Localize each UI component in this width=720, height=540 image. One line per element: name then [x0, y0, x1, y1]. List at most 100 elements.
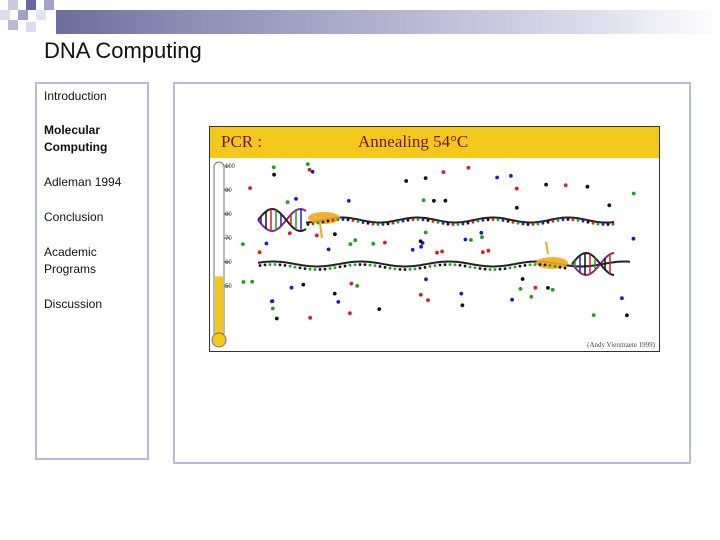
base-tick: [501, 218, 505, 222]
base-tick: [458, 263, 462, 267]
base-tick: [393, 267, 397, 271]
nucleotide-dot: [410, 247, 415, 252]
nav-item-molecular-computing[interactable]: Molecular Computing: [44, 123, 108, 154]
thermometer-bulb: [211, 332, 227, 348]
nucleotide-dot: [314, 233, 319, 238]
nucleotide-dot: [326, 247, 331, 252]
base-tick: [601, 223, 605, 226]
template-strand: [257, 260, 631, 268]
base-tick: [498, 267, 502, 271]
base-tick: [358, 263, 362, 266]
base-tick: [406, 218, 410, 222]
nucleotide-dot: [349, 281, 354, 286]
base-tick: [551, 219, 555, 223]
figure-banner: PCR : Annealing 54°C: [210, 127, 659, 158]
base-tick: [548, 264, 552, 267]
base-tick: [328, 267, 332, 270]
base-tick: [368, 263, 372, 267]
base-tick: [403, 268, 407, 271]
nucleotide-dot: [514, 186, 519, 191]
title-decoration: [0, 0, 720, 40]
nucleotide-dot: [443, 198, 448, 203]
base-tick: [451, 223, 455, 226]
primer-tail: [545, 241, 549, 255]
nucleotide-dot: [250, 279, 255, 284]
base-tick: [586, 220, 590, 224]
base-tick: [263, 263, 267, 267]
base-tick: [388, 266, 392, 270]
nucleotide-dot: [631, 236, 636, 241]
base-tick: [348, 263, 352, 267]
base-tick: [496, 218, 500, 222]
nucleotide-dot: [625, 313, 629, 318]
base-tick: [596, 222, 600, 226]
base-tick: [463, 264, 467, 268]
nucleotide-dot: [257, 250, 262, 255]
base-tick: [516, 221, 520, 225]
primer-blob: [536, 257, 568, 269]
base-tick: [521, 222, 525, 226]
base-tick: [363, 263, 367, 267]
base-tick: [416, 218, 420, 221]
base-tick: [478, 267, 482, 270]
nucleotide-dot: [270, 306, 275, 311]
base-tick: [303, 267, 307, 271]
nucleotide-dot: [591, 313, 596, 317]
base-tick: [311, 222, 315, 226]
base-tick: [366, 222, 370, 225]
nav-item-adleman-1994[interactable]: Adleman 1994: [44, 175, 122, 189]
base-tick: [488, 268, 492, 271]
nucleotide-dot: [440, 249, 444, 254]
nucleotide-dot: [269, 299, 274, 304]
figure-label-annealing: Annealing 54°C: [358, 132, 469, 151]
nucleotide-dot: [348, 242, 353, 246]
nucleotide-dot: [272, 172, 276, 177]
base-tick: [336, 218, 340, 222]
pcr-diagram: 100 90 80 70 60 50: [211, 161, 636, 348]
base-tick: [503, 267, 507, 271]
base-tick: [401, 219, 405, 223]
nucleotide-dot: [563, 183, 568, 188]
thermometer-scale: 100 90 80 70 60 50: [224, 164, 236, 290]
nav-item-discussion[interactable]: Discussion: [44, 297, 103, 311]
base-tick: [371, 222, 375, 226]
nucleotide-dot: [307, 167, 312, 172]
nucleotide-dot: [631, 191, 636, 196]
nucleotide-dot: [529, 294, 534, 299]
nucleotide-dot: [463, 237, 468, 242]
base-tick: [441, 221, 445, 225]
deco-square: [36, 10, 46, 20]
nucleotide-dot: [486, 248, 491, 253]
base-tick: [433, 264, 437, 268]
base-tick: [423, 265, 427, 269]
nucleotide-dot: [514, 205, 519, 210]
nucleotide-dot: [533, 285, 538, 290]
base-tick: [321, 220, 325, 224]
base-tick: [386, 222, 390, 226]
nav-item-conclusion[interactable]: Conclusion: [44, 210, 104, 224]
nucleotide-dot: [620, 296, 624, 301]
nucleotide-dot: [585, 184, 590, 189]
base-tick: [431, 219, 435, 223]
nav-item-academic-programs[interactable]: Academic Programs: [44, 245, 97, 276]
base-tick: [288, 264, 292, 268]
deco-square: [44, 0, 54, 10]
base-tick: [468, 265, 472, 269]
nucleotide-dot: [435, 250, 439, 255]
base-tick: [486, 218, 490, 222]
base-tick: [418, 266, 422, 270]
base-tick: [356, 220, 360, 223]
thermometer-level: [215, 276, 223, 338]
thermometer-tick-label: 50: [225, 284, 232, 290]
base-tick: [523, 263, 527, 267]
nucleotide-dot: [469, 238, 473, 242]
nucleotide-dot: [332, 291, 337, 296]
nucleotide-dot: [510, 297, 514, 302]
base-tick: [428, 265, 432, 268]
nucleotide-dot: [550, 287, 555, 292]
base-tick: [278, 263, 282, 267]
base-tick: [481, 218, 485, 222]
base-tick: [373, 264, 377, 268]
base-tick: [421, 218, 425, 222]
nav-item-introduction[interactable]: Introduction: [44, 89, 107, 103]
